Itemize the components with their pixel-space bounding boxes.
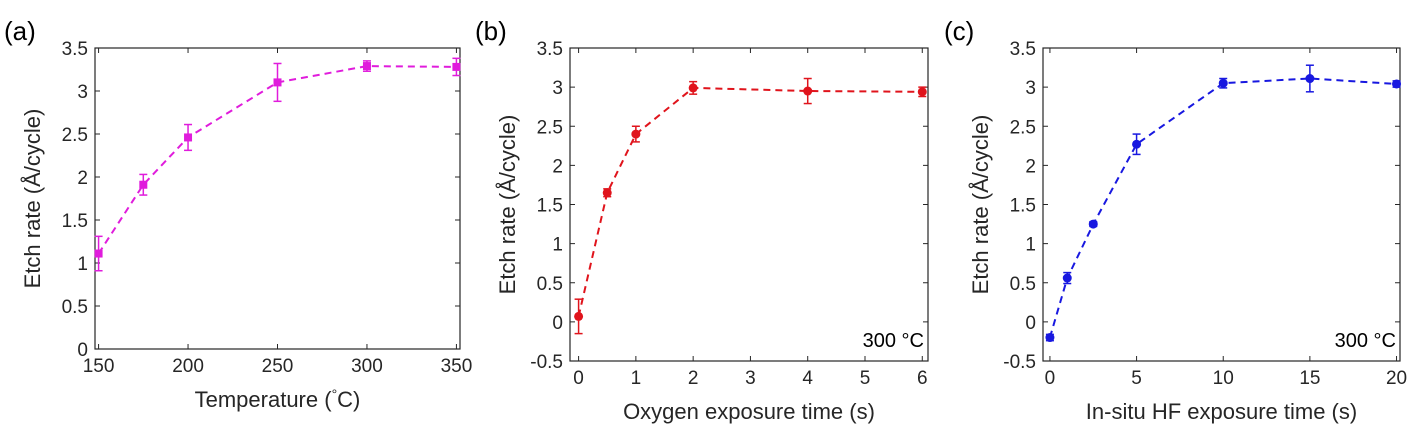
y-tick-label: 2 xyxy=(552,156,563,177)
x-axis-label: Temperature (°C) xyxy=(195,386,361,412)
x-tick-label: 6 xyxy=(917,368,928,389)
y-tick-label: 1.5 xyxy=(1010,196,1036,217)
data-point xyxy=(452,62,461,71)
data-point xyxy=(184,133,193,142)
y-tick-label: 3 xyxy=(552,78,563,99)
y-axis-label: Etch rate (Å/cycle) xyxy=(495,115,520,295)
y-tick-label: 2 xyxy=(1025,156,1036,177)
plot-frame xyxy=(1042,47,1401,362)
x-tick-label: 150 xyxy=(83,356,115,377)
data-point xyxy=(362,62,371,71)
data-point xyxy=(1132,139,1142,149)
y-axis-label: Etch rate (Å/cycle) xyxy=(968,115,993,295)
data-point xyxy=(602,188,612,198)
data-point xyxy=(1218,78,1228,88)
y-tick-label: 0 xyxy=(1025,313,1036,334)
y-tick-label: 1.5 xyxy=(537,196,563,217)
data-point xyxy=(574,311,584,321)
x-tick-label: 200 xyxy=(172,356,204,377)
x-axis-label: Oxygen exposure time (s) xyxy=(623,399,875,424)
y-tick-label: -0.5 xyxy=(1003,352,1036,373)
y-tick-label: 2.5 xyxy=(1010,117,1036,138)
x-tick-label: 15 xyxy=(1299,368,1320,389)
x-tick-label: 350 xyxy=(441,356,473,377)
plot-frame xyxy=(569,47,929,362)
y-tick-label: 2 xyxy=(77,168,88,189)
chart-panel-c: 0 5 10 15 20 -0.5 0 0.5 1 1.5 2 2.5 3 3.5 In-situ HF e… xyxy=(944,16,1407,424)
data-point xyxy=(139,180,148,189)
y-tick-label: 1 xyxy=(552,235,563,256)
y-tick-label: 0 xyxy=(552,313,563,334)
data-point xyxy=(1305,74,1315,84)
y-tick-label: 3.5 xyxy=(537,39,563,60)
data-point xyxy=(688,83,698,93)
temperature-annotation: 300 °C xyxy=(1335,330,1396,352)
series-line xyxy=(577,86,923,317)
y-tick-label: 3.5 xyxy=(62,39,88,60)
x-axis-label-text: Temperature ( xyxy=(195,387,333,412)
y-tick-label: 0.5 xyxy=(537,274,563,295)
data-point xyxy=(631,129,641,139)
x-tick-label: 300 xyxy=(351,356,383,377)
x-tick-label: 10 xyxy=(1213,368,1234,389)
y-tick-label: 2.5 xyxy=(62,125,88,146)
panel-label: (c) xyxy=(944,16,974,46)
data-point xyxy=(273,78,282,87)
y-tick-label: 0 xyxy=(77,340,88,361)
y-tick-label: 3.5 xyxy=(1010,39,1036,60)
y-tick-label: 1 xyxy=(1025,235,1036,256)
x-tick-label: 3 xyxy=(745,368,756,389)
x-tick-label: 5 xyxy=(860,368,871,389)
y-tick-label: 0.5 xyxy=(62,297,88,318)
y-axis-label: Etch rate (Å/cycle) xyxy=(20,109,45,289)
data-point xyxy=(1392,79,1402,89)
x-tick-label: 20 xyxy=(1386,368,1407,389)
x-tick-label: 5 xyxy=(1131,368,1142,389)
panel-label: (a) xyxy=(4,16,36,46)
data-point xyxy=(803,86,813,96)
x-tick-label: 4 xyxy=(802,368,813,389)
x-tick-label: 1 xyxy=(631,368,642,389)
x-axis-label: In-situ HF exposure time (s) xyxy=(1086,399,1357,424)
chart-panel-a: 150 200 250 300 350 0 0.5 1 1.5 2 2.5 3 3.5 Temperatu… xyxy=(4,16,472,412)
x-axis-label-suffix: C) xyxy=(337,387,360,412)
y-tick-label: 3 xyxy=(77,82,88,103)
data-point xyxy=(1045,333,1055,343)
x-tick-label: 0 xyxy=(1045,368,1056,389)
data-point xyxy=(1088,219,1098,229)
x-tick-label: 0 xyxy=(573,368,584,389)
data-point xyxy=(1062,273,1072,283)
x-tick-label: 2 xyxy=(688,368,699,389)
y-tick-label: 2.5 xyxy=(537,117,563,138)
y-tick-label: 1.5 xyxy=(62,211,88,232)
x-tick-label: 250 xyxy=(262,356,294,377)
data-point xyxy=(917,87,927,97)
panel-label: (b) xyxy=(475,16,507,46)
temperature-annotation: 300 °C xyxy=(863,330,924,352)
x-axis-label-degree: ° xyxy=(332,386,338,402)
y-tick-label: 0.5 xyxy=(1010,274,1036,295)
y-tick-label: 3 xyxy=(1025,78,1036,99)
chart-panel-b: 0 1 2 3 4 5 6 -0.5 0 0.5 1 1.5 2 2.5 3 3.5 Oxygen exposu… xyxy=(475,16,929,424)
data-point xyxy=(94,249,103,258)
y-tick-label: 1 xyxy=(77,254,88,275)
y-tick-label: -0.5 xyxy=(530,352,563,373)
